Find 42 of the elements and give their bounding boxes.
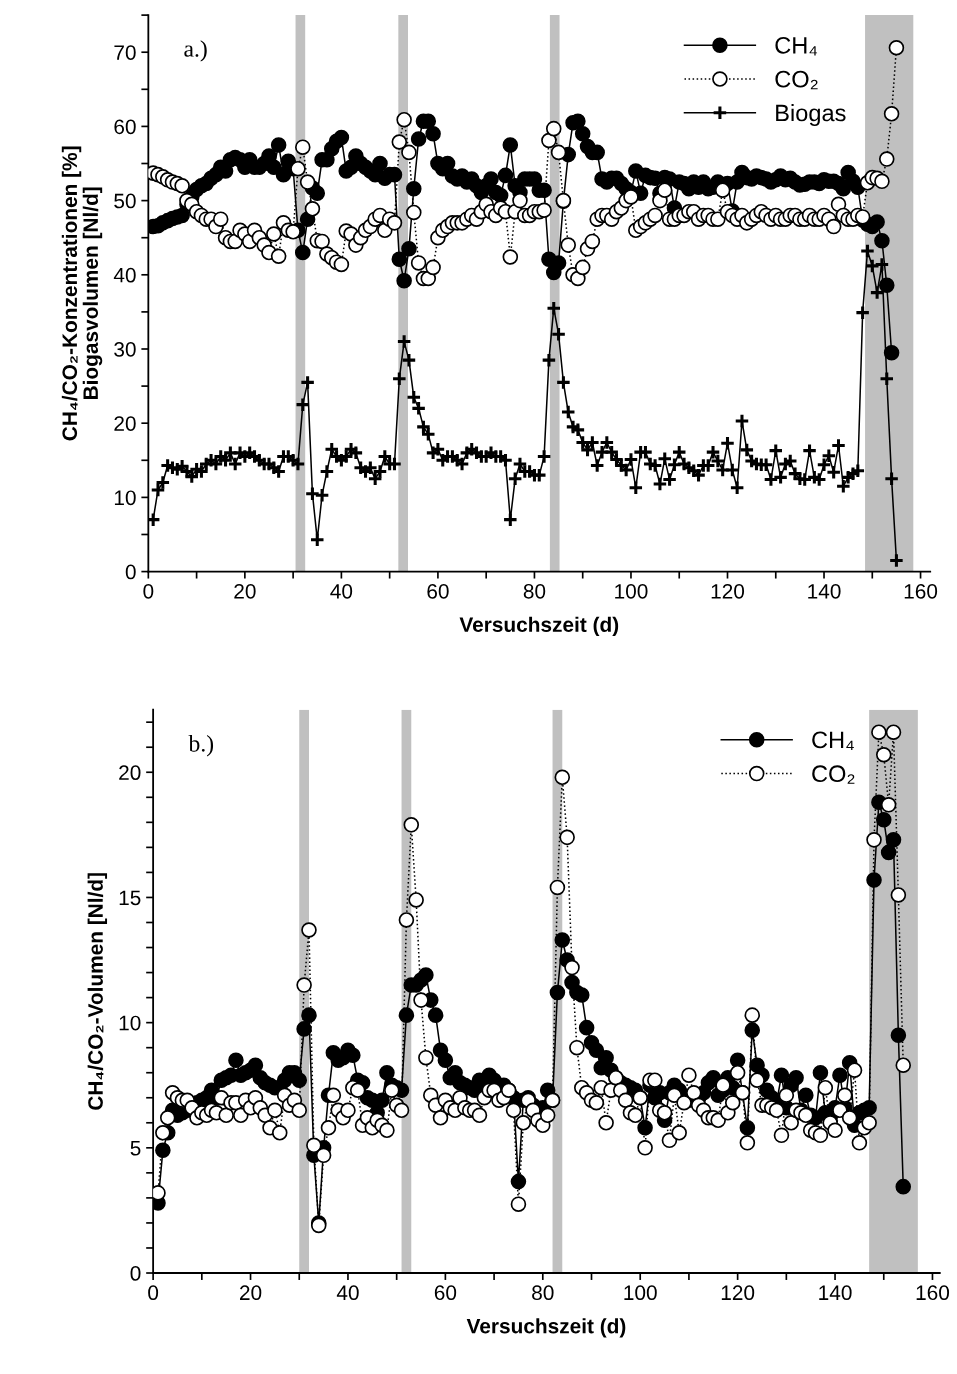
- annotation: a.): [184, 40, 207, 62]
- x-tick-label: 140: [819, 1285, 852, 1301]
- x-axis-title: Versuchszeit (d): [459, 616, 619, 637]
- y-tick-label: 70: [114, 45, 136, 60]
- x-tick-label: 80: [523, 583, 546, 599]
- x-tick-label: 160: [904, 583, 938, 599]
- y-tick-label: 20: [119, 765, 141, 781]
- y-tick-label: 40: [113, 267, 136, 283]
- y-tick-label: 30: [114, 342, 136, 357]
- legend-label: CO₂: [812, 765, 855, 784]
- x-tick-label: 120: [721, 1285, 755, 1301]
- y-tick-label: 5: [130, 1141, 141, 1156]
- x-tick-label: 20: [234, 583, 256, 599]
- x-axis-title: Versuchszeit (d): [466, 1318, 626, 1338]
- legend-label: CH₄: [775, 36, 818, 56]
- x-tick-label: 0: [143, 583, 154, 599]
- x-tick-label: 60: [434, 1285, 457, 1301]
- y-tick-label: 50: [114, 193, 136, 209]
- x-tick-label: 60: [427, 583, 449, 599]
- y-tick-label: 10: [119, 1015, 141, 1031]
- y-tick-label: 0: [125, 564, 136, 580]
- y-tick-label: 10: [114, 490, 136, 506]
- y-tick-label: 20: [114, 416, 136, 431]
- x-tick-label: 120: [711, 583, 745, 599]
- y-axis-title: CH₄/CO₂-Konzentrationen [%] Biogasvolumen [Nl/d]: [61, 146, 103, 441]
- x-tick-label: 20: [240, 1285, 262, 1301]
- legend-label: Biogas: [776, 104, 846, 127]
- legend-label: CO₂: [775, 70, 818, 90]
- y-axis-title: CH₄/CO₂-Volumen [Nl/d]: [87, 873, 108, 1110]
- x-tick-label: 80: [532, 1285, 554, 1301]
- x-tick-label: 160: [916, 1285, 950, 1301]
- x-tick-label: 40: [336, 1285, 359, 1301]
- x-tick-label: 140: [808, 583, 841, 599]
- x-tick-label: 40: [330, 583, 353, 599]
- y-tick-label: 60: [114, 119, 136, 135]
- y-tick-label: 0: [130, 1266, 141, 1281]
- y-tick-label: 15: [119, 890, 141, 906]
- x-tick-label: 100: [615, 583, 648, 599]
- x-tick-label: 0: [148, 1285, 159, 1301]
- annotation: b.): [188, 735, 214, 757]
- legend-label: CH₄: [812, 731, 854, 751]
- x-tick-label: 100: [624, 1285, 657, 1301]
